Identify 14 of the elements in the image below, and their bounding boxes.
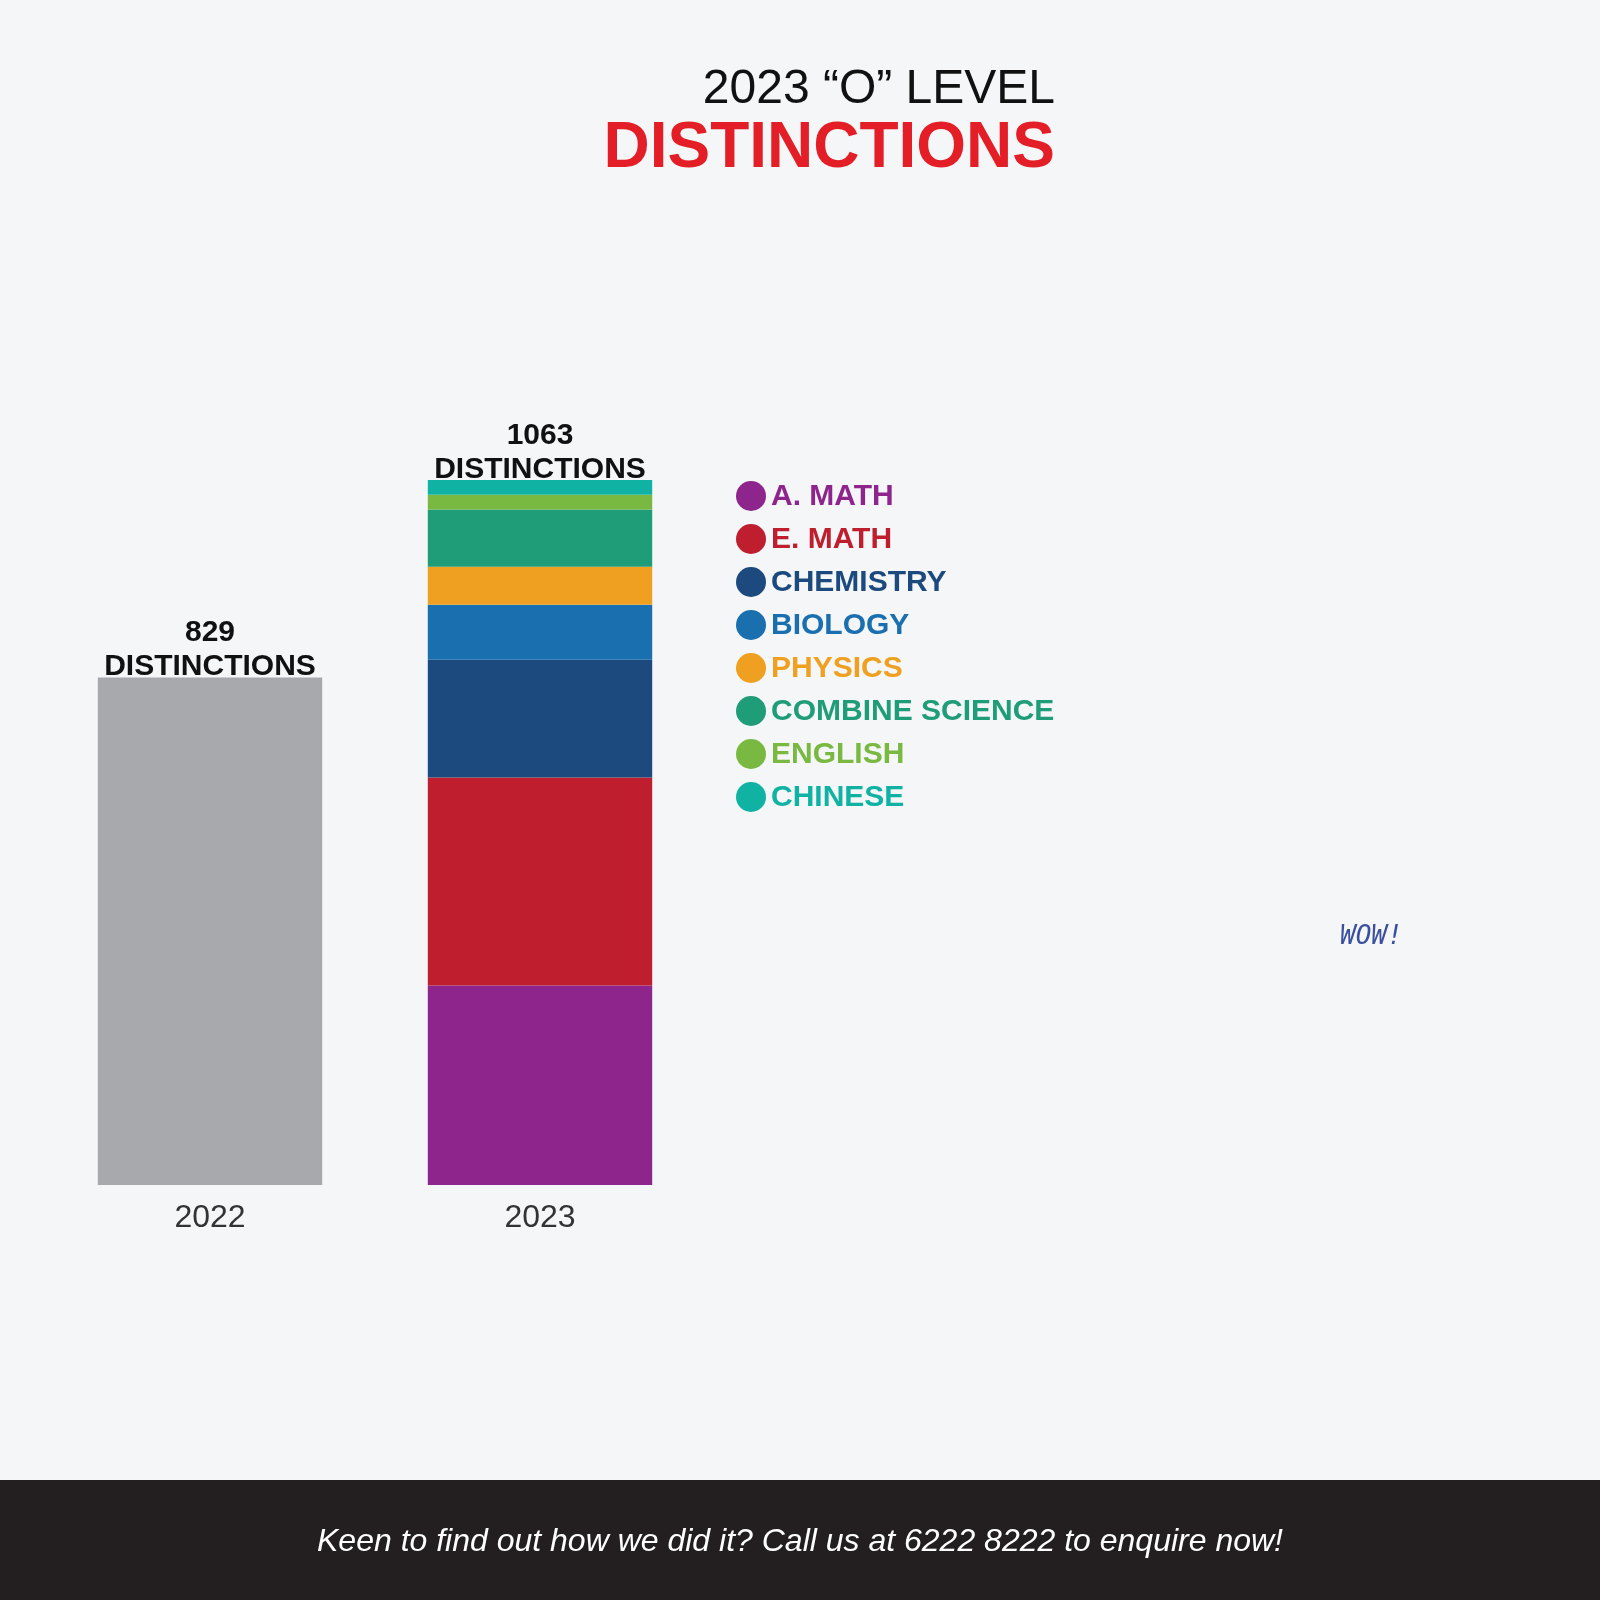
annotation: 829 DISTINCTIONS: [104, 614, 316, 682]
legend-label: PHYSICS: [771, 650, 903, 683]
text: WOW!: [1340, 920, 1403, 950]
legend-label: CHINESE: [771, 779, 905, 812]
x-tick-label: 2022: [174, 1197, 246, 1234]
text: Keen to find out how we did it? Call us at 6222 8222 to enquire now!: [0, 1480, 1600, 1600]
legend-label: COMBINE SCIENCE: [771, 693, 1055, 726]
legend-label: BIOLOGY: [771, 607, 910, 640]
annotation: 1063 DISTINCTIONS: [434, 417, 646, 484]
legend-label: E. MATH: [771, 521, 893, 554]
legend-label: CHEMISTRY: [771, 564, 947, 597]
legend-label: ENGLISH: [771, 736, 905, 769]
x-tick-label: 2023: [504, 1197, 576, 1234]
legend-label: A. MATH: [771, 478, 894, 511]
